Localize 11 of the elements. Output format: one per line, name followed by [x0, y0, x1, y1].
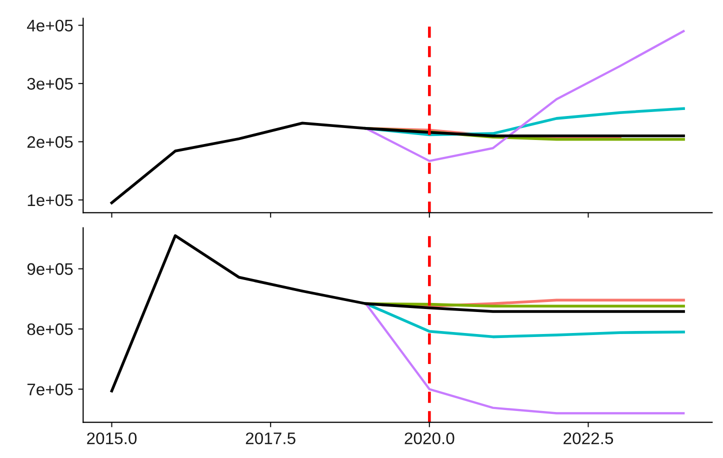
y-tick-label: 8e+05	[27, 323, 73, 336]
y-tick-label: 9e+05	[27, 263, 73, 275]
y-tick-label: 3e+05	[27, 78, 73, 90]
x-tick-label: 2022.5	[564, 432, 614, 444]
y-tick-label: 1e+05	[28, 194, 73, 206]
y-tick-label: 4e+05	[27, 20, 73, 32]
x-tick-label: 2017.5	[246, 432, 296, 444]
y-tick-label: 2e+05	[27, 136, 73, 148]
x-tick-label: 2020.0	[404, 432, 454, 444]
x-tick-label: 2015.0	[87, 432, 137, 444]
y-tick-label: 7e+05	[27, 384, 73, 396]
